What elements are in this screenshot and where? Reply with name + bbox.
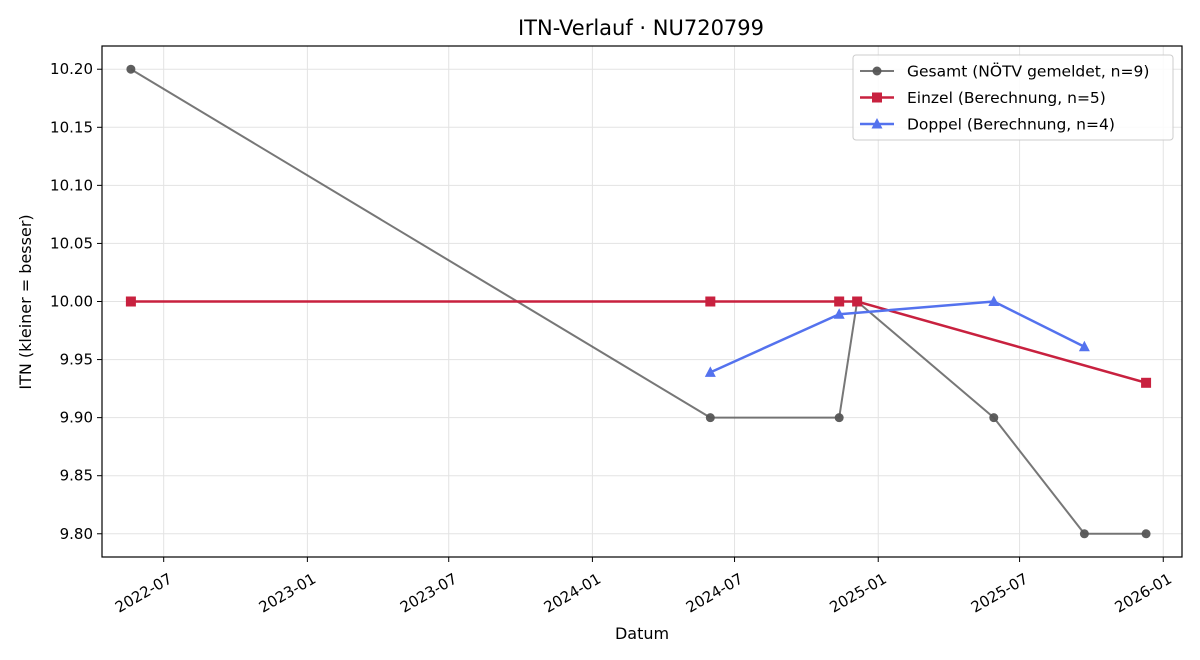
y-tick-label: 9.85	[60, 467, 93, 485]
series-2	[125, 296, 1152, 388]
legend: Gesamt (NÖTV gemeldet, n=9) Einzel (Berec…	[852, 54, 1174, 141]
data-point	[126, 64, 136, 74]
y-tick-label: 10.15	[50, 118, 93, 136]
x-tick-label: 2024-07	[683, 570, 746, 617]
legend-marker	[872, 92, 882, 103]
legend-label: Doppel (Berechnung, n=4)	[907, 116, 1115, 134]
data-point	[705, 296, 716, 307]
data-point	[704, 366, 716, 377]
x-axis-label: Datum	[615, 624, 669, 643]
data-point	[989, 413, 999, 423]
data-point	[1078, 340, 1090, 352]
y-axis-label: ITN (kleiner = besser)	[16, 214, 35, 389]
y-tick-label: 10.00	[50, 293, 93, 311]
series-layer	[125, 64, 1152, 539]
data-point	[833, 308, 845, 319]
x-tick-label: 2026-01	[1112, 570, 1175, 617]
y-tick-label: 9.95	[60, 351, 93, 369]
legend-label: Gesamt (NÖTV gemeldet, n=9)	[907, 62, 1149, 81]
x-tick-label: 2025-07	[968, 570, 1031, 617]
data-point	[1141, 377, 1152, 388]
data-point	[705, 413, 715, 423]
chart-title: ITN-Verlauf · NU720799	[518, 16, 764, 40]
data-point	[1141, 529, 1151, 539]
x-tick-label: 2023-07	[397, 570, 460, 617]
x-tick-label: 2025-01	[827, 570, 890, 617]
x-tick-label: 2022-07	[112, 570, 175, 617]
y-tick-label: 9.80	[60, 525, 93, 543]
y-tick-label: 10.10	[50, 176, 93, 194]
x-tick-label: 2024-01	[541, 570, 604, 617]
data-point	[1079, 529, 1089, 539]
data-point	[834, 413, 844, 423]
data-point	[852, 296, 863, 307]
y-tick-label: 9.90	[60, 409, 93, 427]
legend-marker	[871, 118, 883, 129]
y-tick-label: 10.20	[50, 60, 93, 78]
series-3	[704, 295, 1090, 377]
y-axis: 9.80 9.85 9.90 9.95 10.00 10.05 10.10 10.15 10.2…	[50, 60, 102, 543]
legend-label: Einzel (Berechnung, n=5)	[907, 89, 1106, 107]
series-line	[709, 300, 1085, 374]
series-line	[130, 300, 1147, 384]
y-tick-label: 10.05	[50, 234, 93, 252]
data-point	[988, 295, 1000, 306]
data-point	[125, 296, 136, 307]
x-axis: 2022-07 2023-01 2023-07 2024-01 2024-07 2025-…	[112, 557, 1175, 617]
x-tick-label: 2023-01	[256, 570, 319, 617]
legend-box	[852, 54, 1174, 141]
data-point	[834, 296, 845, 307]
legend-marker	[872, 66, 882, 76]
